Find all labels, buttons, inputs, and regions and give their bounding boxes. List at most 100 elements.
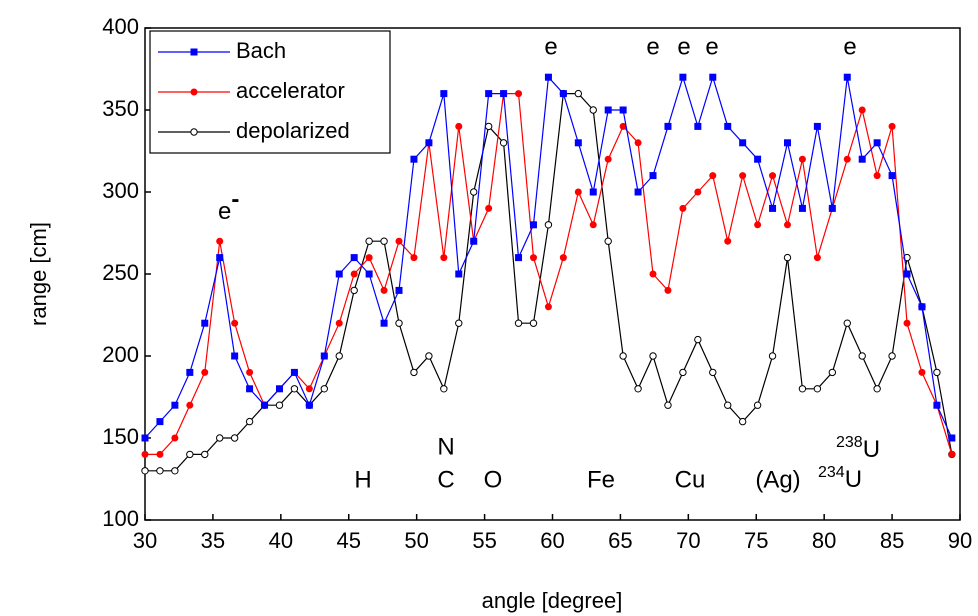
marker: [529, 254, 537, 262]
y-tick-label: 250: [102, 260, 139, 285]
x-tick-label: 90: [948, 528, 972, 553]
marker: [798, 155, 806, 163]
marker: [156, 450, 164, 458]
marker: [738, 417, 747, 426]
marker: [619, 122, 627, 130]
marker: [918, 368, 926, 376]
marker: [156, 467, 164, 475]
marker: [544, 73, 552, 81]
marker: [843, 73, 851, 81]
marker: [679, 204, 687, 212]
marker: [813, 254, 821, 262]
marker: [216, 237, 224, 245]
annotation: e: [544, 33, 557, 60]
marker: [485, 90, 493, 98]
marker: [350, 254, 358, 262]
marker: [320, 352, 328, 360]
marker: [694, 122, 702, 130]
annotation: O: [484, 466, 503, 493]
series: [141, 89, 956, 475]
marker: [798, 385, 807, 393]
marker: [455, 319, 463, 327]
marker: [634, 385, 642, 393]
marker: [529, 221, 537, 229]
legend-label: accelerator: [236, 78, 345, 103]
marker: [350, 270, 358, 278]
marker: [410, 155, 418, 163]
marker: [739, 172, 747, 180]
marker: [365, 254, 373, 262]
marker: [470, 188, 478, 196]
marker: [186, 401, 194, 409]
x-tick-label: 85: [880, 528, 904, 553]
marker: [190, 88, 198, 96]
marker: [425, 352, 433, 360]
marker: [499, 139, 508, 147]
marker: [425, 139, 433, 147]
annotation: C: [437, 466, 454, 493]
marker: [619, 106, 627, 114]
marker: [261, 401, 269, 409]
marker: [634, 188, 642, 196]
marker: [335, 352, 343, 360]
marker: [574, 188, 582, 196]
marker: [141, 450, 149, 458]
marker: [843, 319, 851, 327]
marker: [141, 434, 149, 442]
marker: [485, 204, 493, 212]
marker: [664, 122, 672, 130]
marker: [290, 368, 298, 376]
x-tick-label: 75: [744, 528, 768, 553]
marker: [305, 385, 313, 393]
marker: [753, 401, 762, 409]
marker: [724, 401, 732, 409]
marker: [529, 319, 538, 327]
marker: [201, 319, 209, 327]
x-tick-label: 65: [608, 528, 632, 553]
marker: [380, 319, 388, 327]
y-tick-label: 150: [102, 424, 139, 449]
marker: [410, 254, 418, 262]
marker: [440, 385, 448, 393]
annotations: e- e e e e e H N C O Fe Cu (Ag) 238U 234…: [218, 33, 880, 493]
annotation: 238U: [836, 434, 880, 463]
marker: [350, 286, 358, 295]
marker: [933, 401, 941, 409]
marker: [709, 368, 717, 377]
y-axis-label: range [cm]: [26, 222, 51, 326]
marker: [186, 368, 194, 376]
marker: [380, 237, 388, 245]
legend: Bach accelerator depolarized: [149, 30, 391, 154]
annotation: N: [437, 433, 454, 460]
marker: [813, 385, 822, 393]
x-tick-label: 50: [404, 528, 428, 553]
marker: [574, 89, 583, 98]
marker: [768, 352, 777, 360]
marker: [724, 122, 732, 130]
marker: [484, 122, 493, 131]
marker: [216, 434, 224, 442]
marker: [245, 417, 254, 426]
marker: [858, 106, 866, 114]
marker: [903, 319, 911, 327]
marker: [903, 253, 911, 262]
marker: [141, 467, 149, 475]
annotation: Fe: [587, 466, 615, 493]
marker: [933, 368, 941, 377]
marker: [290, 385, 299, 393]
marker: [190, 48, 198, 56]
marker: [589, 188, 597, 196]
annotation: H: [354, 466, 371, 493]
marker: [873, 139, 881, 147]
marker: [559, 254, 567, 262]
annotation: e: [843, 33, 856, 60]
marker: [171, 467, 179, 475]
annotation: e: [646, 33, 659, 60]
annotation: Cu: [675, 466, 706, 493]
marker: [335, 319, 343, 327]
marker: [589, 221, 597, 229]
marker: [888, 352, 896, 360]
marker: [455, 122, 463, 130]
marker: [275, 401, 284, 409]
